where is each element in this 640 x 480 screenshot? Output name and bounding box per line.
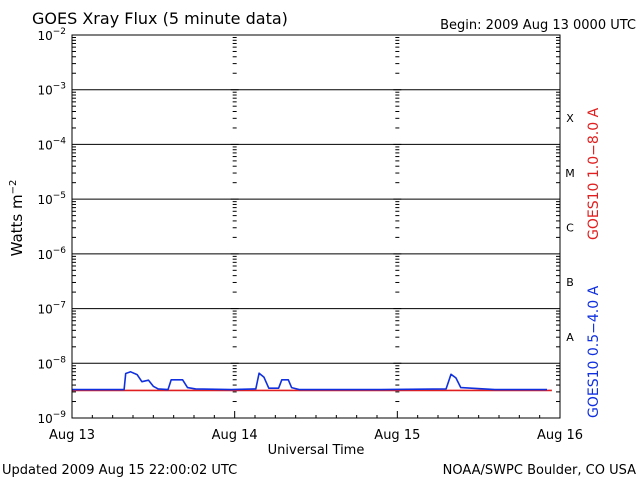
- y-tick-label: 10−5: [37, 191, 66, 207]
- y-tick-base: 10: [37, 193, 52, 207]
- y-tick-base: 10: [37, 303, 52, 317]
- y-tick-label: 10−4: [37, 136, 66, 152]
- x-axis-ticks: Aug 13 Aug 14 Aug 15 Aug 16: [49, 411, 583, 443]
- legend-long-channel: GOES10 1.0−8.0 A: [586, 107, 602, 240]
- y-tick-label: 10−8: [37, 355, 66, 371]
- y-tick-label: 10−9: [37, 410, 66, 426]
- x-tick-label: Aug 15: [374, 428, 420, 443]
- y-axis-label-base: Watts m: [8, 194, 26, 256]
- updated-timestamp: Updated 2009 Aug 15 22:00:02 UTC: [2, 463, 237, 478]
- data-series: [72, 370, 552, 392]
- y-tick-exponent: −7: [53, 301, 66, 311]
- y-tick-label: 10−7: [37, 301, 66, 317]
- flare-class-label: C: [566, 222, 574, 235]
- chart-title: GOES Xray Flux (5 minute data): [32, 9, 288, 28]
- x-tick-label: Aug 14: [212, 428, 258, 443]
- y-tick-label: 10−2: [37, 27, 66, 43]
- y-tick-base: 10: [37, 412, 52, 426]
- y-tick-label: 10−3: [37, 82, 66, 98]
- y-tick-exponent: −4: [53, 136, 67, 146]
- y-tick-base: 10: [37, 84, 52, 98]
- credit-text: NOAA/SWPC Boulder, CO USA: [443, 463, 636, 478]
- y-axis-ticks: 10−210−310−410−510−610−710−810−9: [37, 27, 560, 426]
- flare-class-label: M: [565, 167, 575, 180]
- y-tick-base: 10: [37, 29, 52, 43]
- flare-class-labels: X M C B A: [565, 112, 575, 344]
- y-axis-label: Watts m−2: [8, 180, 26, 257]
- x-axis-label: Universal Time: [268, 443, 365, 458]
- y-tick-exponent: −3: [53, 82, 66, 92]
- y-tick-exponent: −5: [53, 191, 66, 201]
- begin-label: Begin: 2009 Aug 13 0000 UTC: [440, 18, 636, 33]
- y-tick-base: 10: [37, 138, 52, 152]
- y-tick-base: 10: [37, 248, 52, 262]
- flare-class-label: B: [566, 276, 574, 289]
- y-tick-base: 10: [37, 357, 52, 371]
- y-tick-label: 10−6: [37, 246, 66, 262]
- flare-class-label: A: [566, 331, 574, 344]
- y-tick-exponent: −2: [53, 27, 66, 37]
- legend-short-channel: GOES10 0.5−4.0 A: [586, 285, 602, 418]
- grid-lines: [72, 34, 560, 419]
- series-line-short: [72, 370, 547, 391]
- x-tick-label: Aug 16: [537, 428, 583, 443]
- x-tick-label: Aug 13: [49, 428, 95, 443]
- y-tick-exponent: −6: [53, 246, 67, 256]
- y-axis-label-exponent: −2: [8, 180, 19, 195]
- y-tick-exponent: −9: [53, 410, 67, 420]
- y-tick-exponent: −8: [53, 355, 67, 365]
- flare-class-label: X: [566, 112, 574, 125]
